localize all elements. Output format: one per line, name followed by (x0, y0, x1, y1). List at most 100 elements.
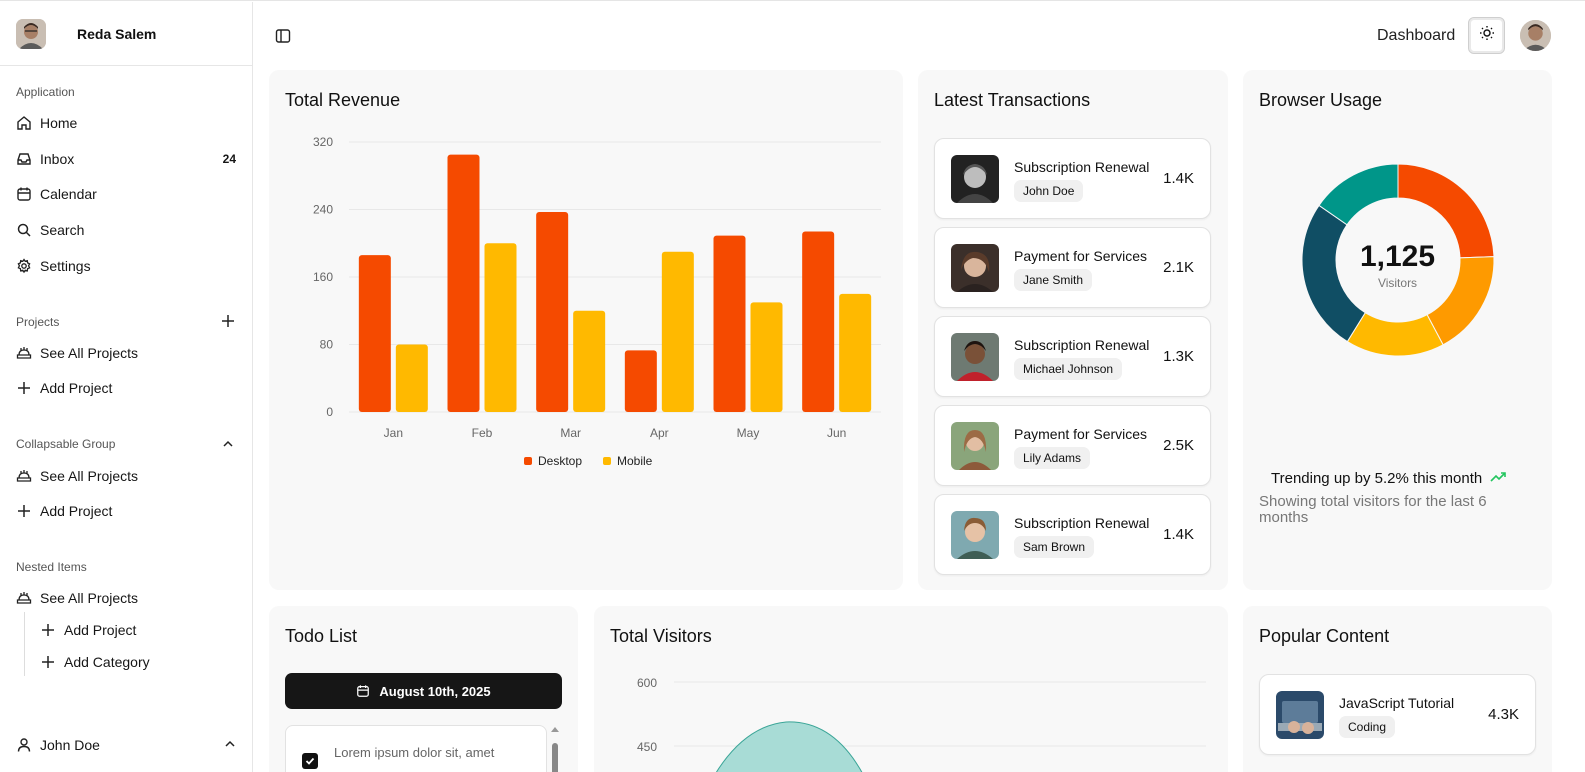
revenue-bar-chart: 0 80 160 240 320 Jan Feb Mar Apr May Jun Desktop Mob… (313, 135, 881, 468)
x-tick-label: Jan (384, 426, 403, 440)
sidebar-item-add-project[interactable]: Add Project (16, 497, 236, 525)
sidebar-item-label: Inbox (40, 151, 75, 167)
bar-desktop[interactable] (802, 231, 835, 412)
plus-icon (16, 503, 32, 519)
legend-label: Mobile (617, 454, 653, 468)
transaction-item[interactable]: Subscription Renewal Michael Johnson 1.3… (934, 316, 1211, 397)
sidebar-item-see-all-projects[interactable]: See All Projects (16, 584, 236, 612)
inbox-count: 24 (222, 152, 236, 166)
sidebar-item-see-all-projects[interactable]: See All Projects (16, 339, 236, 367)
x-tick-label: Mar (560, 426, 581, 440)
bar-desktop[interactable] (713, 235, 746, 412)
bar-mobile[interactable] (839, 293, 872, 412)
user-avatar (16, 18, 46, 49)
trending-up-icon (1490, 470, 1507, 487)
bar-mobile[interactable] (484, 243, 517, 412)
sidebar-item-label: Search (40, 222, 85, 238)
bar-mobile[interactable] (661, 251, 694, 412)
x-tick-label: Apr (650, 426, 669, 440)
card-title: Todo List (285, 626, 358, 646)
projects-icon (16, 590, 32, 606)
visitors-area-chart: 600 450 (637, 676, 1206, 772)
card-title: Total Visitors (610, 626, 712, 646)
bar-mobile[interactable] (750, 302, 783, 412)
sidebar-item-search[interactable]: Search (16, 216, 236, 244)
date-picker-button[interactable]: August 10th, 2025 (285, 673, 562, 709)
sidebar-item-nested-add-project[interactable]: Add Project (40, 616, 236, 644)
section-projects-label: Projects (16, 315, 60, 329)
top-user-avatar[interactable] (1520, 20, 1551, 51)
popular-content-item[interactable]: JavaScript Tutorial Coding 4.3K (1259, 674, 1536, 755)
y-tick-label: 0 (326, 405, 333, 419)
sidebar-footer-user[interactable]: John Doe (16, 731, 236, 759)
sidebar-item-see-all-projects[interactable]: See All Projects (16, 462, 236, 490)
sidebar-item-nested-add-category[interactable]: Add Category (40, 648, 236, 676)
user-name: Reda Salem (77, 25, 157, 42)
bar-desktop[interactable] (624, 350, 657, 412)
y-tick-label: 600 (637, 676, 657, 690)
add-project-plus-icon[interactable] (220, 313, 236, 329)
chevron-up-icon (224, 737, 236, 753)
projects-icon (16, 345, 32, 361)
transaction-name-badge: Lily Adams (1014, 447, 1091, 469)
sidebar-toggle-icon[interactable] (275, 28, 291, 44)
todo-list-card: Todo List August 10th, 2025 Lorem ipsum … (269, 606, 578, 772)
y-tick-label: 80 (320, 338, 334, 352)
transaction-item[interactable]: Subscription Renewal John Doe 1.4K (934, 138, 1211, 219)
card-title: Browser Usage (1259, 90, 1383, 110)
donut-total: 1,125 (1359, 240, 1436, 273)
donut-slice[interactable] (1318, 163, 1399, 226)
sidebar-item-label: See All Projects (40, 345, 139, 361)
section-nested-label: Nested Items (16, 560, 87, 574)
bar-desktop[interactable] (536, 212, 569, 412)
transaction-avatar (951, 422, 999, 470)
transaction-item[interactable]: Subscription Renewal Sam Brown 1.4K (934, 494, 1211, 575)
content-tag-badge: Coding (1339, 716, 1396, 738)
x-tick-label: May (737, 426, 760, 440)
sidebar-item-calendar[interactable]: Calendar (16, 180, 236, 208)
card-title: Total Revenue (285, 90, 401, 110)
search-icon (16, 222, 32, 238)
transaction-avatar (951, 511, 999, 559)
sidebar-item-inbox[interactable]: Inbox 24 (16, 145, 236, 173)
browser-donut-chart (1301, 163, 1495, 357)
content-views: 4.3K (1488, 706, 1519, 723)
page-title: Dashboard (1377, 27, 1456, 44)
y-tick-label: 320 (313, 135, 333, 149)
todo-checkbox[interactable] (302, 753, 318, 769)
transaction-title: Payment for Services (1014, 426, 1148, 442)
legend-swatch (603, 457, 611, 465)
transaction-avatar (951, 333, 999, 381)
sidebar-item-label: Add Category (64, 654, 150, 670)
content-thumbnail (1276, 691, 1324, 739)
transaction-item[interactable]: Payment for Services Jane Smith 2.1K (934, 227, 1211, 308)
theme-toggle-button[interactable] (1468, 17, 1505, 54)
transaction-name-badge: Michael Johnson (1014, 358, 1123, 380)
chevron-up-icon[interactable] (220, 436, 236, 452)
transaction-amount: 2.5K (1163, 437, 1194, 454)
popular-content-card: Popular Content JavaScript Tutorial Codi… (1243, 606, 1552, 772)
bar-desktop[interactable] (447, 154, 480, 412)
plus-icon (40, 654, 56, 670)
bar-mobile[interactable] (395, 344, 428, 413)
y-tick-label: 160 (313, 270, 333, 284)
footer-user-name: John Doe (40, 737, 100, 753)
sidebar-item-home[interactable]: Home (16, 109, 236, 137)
sidebar-item-add-project[interactable]: Add Project (16, 374, 236, 402)
todo-item[interactable]: Lorem ipsum dolor sit, amet (285, 725, 547, 772)
transaction-amount: 1.4K (1163, 526, 1194, 543)
trend-text: Trending up by 5.2% this month (1271, 470, 1507, 487)
projects-icon (16, 468, 32, 484)
sidebar-item-settings[interactable]: Settings (16, 252, 236, 280)
inbox-icon (16, 151, 32, 167)
sun-icon (1479, 25, 1495, 46)
nested-guide-line (24, 612, 25, 676)
calendar-icon (16, 186, 32, 202)
sidebar-header[interactable]: Reda Salem (0, 2, 252, 66)
bar-desktop[interactable] (358, 255, 391, 412)
legend-label: Desktop (538, 454, 582, 468)
todo-scrollbar[interactable] (550, 725, 560, 772)
transaction-item[interactable]: Payment for Services Lily Adams 2.5K (934, 405, 1211, 486)
section-application-label: Application (16, 85, 75, 99)
bar-mobile[interactable] (573, 310, 606, 412)
